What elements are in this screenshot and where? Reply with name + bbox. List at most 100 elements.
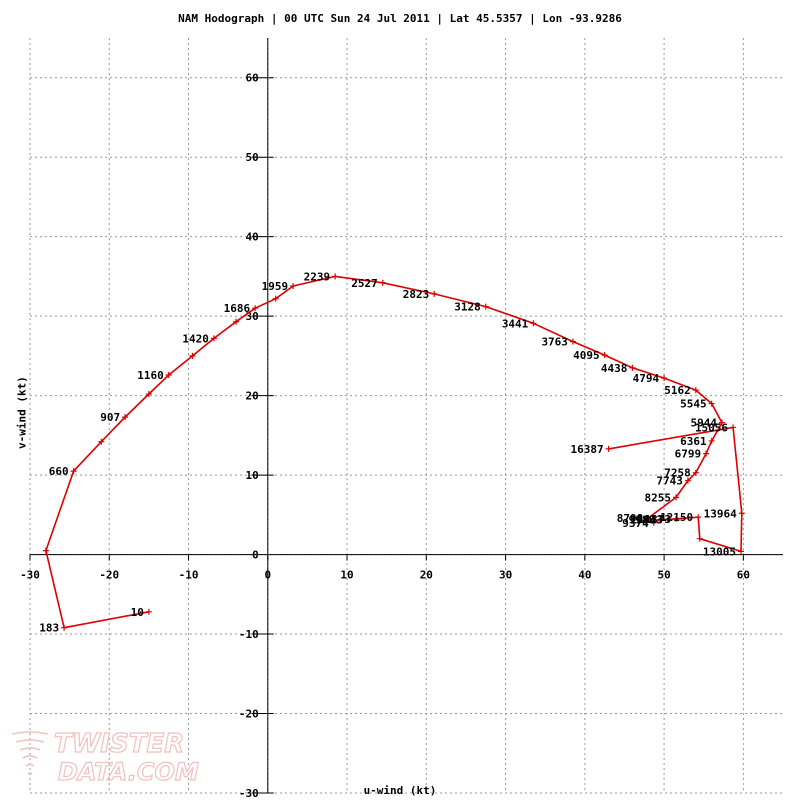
chart-title: NAM Hodograph | 00 UTC Sun 24 Jul 2011 |… (178, 12, 622, 25)
height-label: 3763 (541, 336, 568, 349)
height-label: 5545 (680, 398, 707, 411)
height-marker (189, 352, 196, 359)
height-label: 2239 (304, 270, 331, 283)
height-label: 1160 (137, 369, 164, 382)
height-label: 4095 (573, 349, 600, 362)
y-tick-label: 10 (246, 469, 259, 482)
height-label: 8255 (644, 491, 671, 504)
height-marker (252, 305, 259, 312)
grid (29, 38, 783, 794)
watermark-line1: TWISTER (54, 729, 184, 759)
y-tick-label: -20 (239, 708, 259, 721)
height-label: 10643 (630, 514, 663, 527)
height-label: 13964 (704, 507, 737, 520)
x-tick-label: 20 (420, 569, 433, 582)
y-tick-label: 50 (246, 151, 259, 164)
height-marker (629, 364, 636, 371)
height-marker (657, 516, 664, 523)
height-marker (696, 535, 703, 542)
y-tick-label: 20 (246, 390, 259, 403)
height-marker (605, 445, 612, 452)
height-label: 660 (49, 465, 69, 478)
y-tick-label: -30 (239, 787, 259, 800)
height-marker (692, 469, 699, 476)
x-tick-label: 10 (340, 569, 353, 582)
height-marker (145, 608, 152, 615)
x-tick-label: 60 (737, 569, 750, 582)
height-label: 4794 (633, 372, 660, 385)
x-axis-label: u-wind (kt) (363, 784, 437, 797)
height-label: 2823 (403, 288, 430, 301)
tornado-icon (11, 731, 49, 775)
y-tick-label: 0 (252, 549, 259, 562)
height-marker (730, 424, 737, 431)
height-marker (672, 494, 679, 501)
height-marker (233, 318, 240, 325)
tick-labels: -30 -20 -10 0 10 20 30 40 50 60-30-20-10010203040… (20, 72, 750, 800)
y-tick-label: 60 (246, 72, 259, 85)
x-tick-label: 0 (264, 569, 271, 582)
height-label: 5944 (690, 417, 717, 430)
height-label: 15056 (695, 421, 728, 434)
height-label: 183 (39, 622, 59, 635)
height-label: 8798 (617, 512, 644, 525)
height-marker (738, 510, 745, 517)
height-marker (530, 320, 537, 327)
height-label: 1959 (262, 280, 289, 293)
height-label: 3128 (454, 301, 481, 314)
height-label: 12150 (660, 511, 693, 524)
height-labels: 10 183 660 907 1160 1420 1686 1959 2239 2527 2823 3… (39, 270, 737, 634)
x-tick-label: -20 (99, 569, 119, 582)
height-marker (695, 514, 702, 521)
height-label: 5162 (664, 384, 691, 397)
height-marker (692, 387, 699, 394)
height-marker (272, 295, 279, 302)
x-tick-label: 30 (499, 569, 512, 582)
height-marker (708, 400, 715, 407)
height-marker (70, 468, 77, 475)
height-marker (290, 282, 297, 289)
height-marker (645, 515, 652, 522)
x-tick-label: 40 (578, 569, 591, 582)
height-label: 3441 (502, 317, 529, 330)
hodograph-trace (42, 273, 745, 631)
y-axis-label: v-wind (kt) (15, 376, 29, 449)
height-label: 13005 (703, 545, 736, 558)
height-marker (650, 519, 657, 526)
axes (29, 38, 783, 794)
height-label: 6361 (680, 435, 707, 448)
height-marker (122, 414, 129, 421)
height-marker (665, 516, 672, 523)
height-marker (737, 548, 744, 555)
x-tick-label: -30 (20, 569, 40, 582)
height-marker (145, 391, 152, 398)
height-label: 6799 (675, 448, 702, 461)
height-marker (431, 290, 438, 297)
height-label: 16387 (570, 443, 603, 456)
height-marker (661, 375, 668, 382)
height-label: 9374 (622, 517, 649, 530)
y-tick-label: 40 (246, 231, 259, 244)
height-label: 7743 (656, 475, 683, 488)
x-tick-label: -10 (179, 569, 199, 582)
height-marker (165, 371, 172, 378)
height-marker (332, 273, 339, 280)
height-marker (210, 335, 217, 342)
height-marker (684, 477, 691, 484)
height-label: 10 (131, 606, 144, 619)
height-label: 9988 (629, 514, 656, 527)
height-marker (482, 303, 489, 310)
watermark-line2: DATA.COM (58, 758, 199, 786)
height-marker (61, 624, 68, 631)
height-label: 1686 (224, 302, 251, 315)
height-label: 4438 (601, 362, 628, 375)
height-marker (42, 547, 49, 554)
hodograph-line (45, 275, 743, 629)
height-label: 11373 (638, 513, 671, 526)
height-label: 1420 (182, 332, 209, 345)
x-tick-label: 50 (657, 569, 670, 582)
height-label: 907 (100, 411, 120, 424)
height-marker (672, 515, 679, 522)
height-marker (569, 338, 576, 345)
